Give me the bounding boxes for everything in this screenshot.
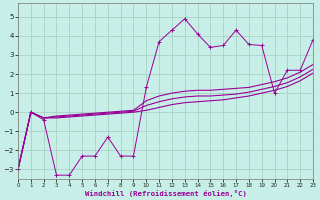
X-axis label: Windchill (Refroidissement éolien,°C): Windchill (Refroidissement éolien,°C) [84,190,246,197]
